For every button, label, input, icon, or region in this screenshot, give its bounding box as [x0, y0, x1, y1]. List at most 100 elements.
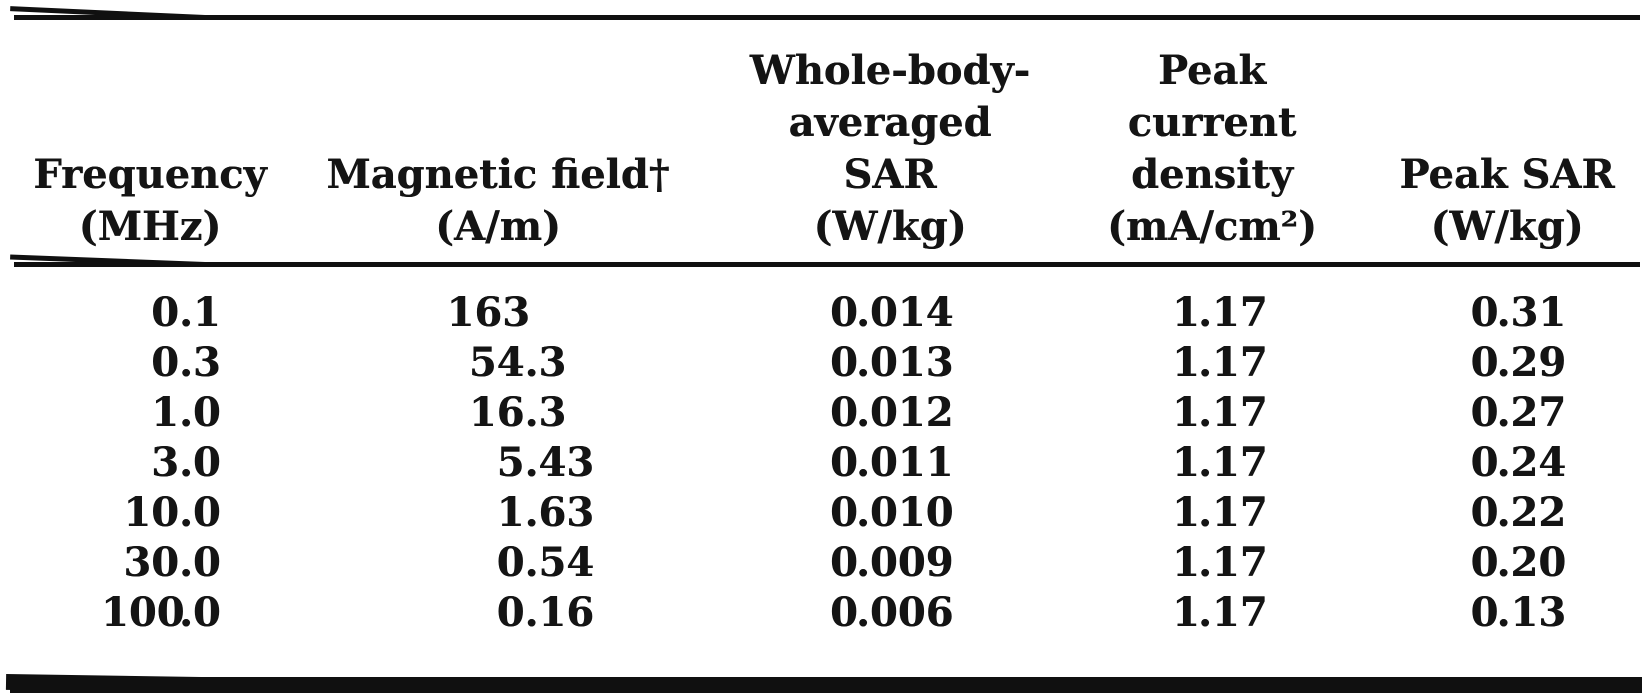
- table-cell-frequency: 0.1: [0, 289, 320, 336]
- numeric-value: 0.16: [496, 588, 595, 636]
- column-header-line: current: [1127, 99, 1297, 146]
- numeric-value: 1.17: [1172, 538, 1268, 586]
- column-header-line: (mA/cm²): [1106, 203, 1318, 250]
- table-cell-frequency: 100.0: [0, 589, 320, 636]
- column-header-line: density: [1131, 151, 1293, 198]
- table-body: 0.1 163 0.014 1.17 0.31 0.3 54.3 0.013 1.17 0.29 1…: [0, 287, 1648, 637]
- column-header-line: (W/kg): [813, 203, 967, 250]
- numeric-value: 163: [446, 288, 531, 336]
- table-cell-magnetic-field: 16.3: [320, 389, 700, 436]
- table-cell-whole-body-averaged-sar: 0.012: [700, 389, 1060, 436]
- table-cell-peak-current-density: 1.17: [1060, 589, 1380, 636]
- column-header-whole-body-averaged-sar: Whole-body-averaged SAR (W/kg): [710, 45, 1070, 258]
- column-header-line: Magnetic field†: [326, 151, 670, 198]
- table-cell-whole-body-averaged-sar: 0.009: [700, 539, 1060, 586]
- table-cell-peak-current-density: 1.17: [1060, 489, 1380, 536]
- numeric-value: 0.29: [1470, 338, 1567, 386]
- numeric-value: 1.17: [1172, 488, 1268, 536]
- numeric-value: 5.43: [496, 438, 595, 486]
- table-header-row: Frequency (MHz) Magnetic field† (A/m) Whole-…: [0, 0, 1648, 258]
- column-header-line: SAR: [843, 151, 937, 198]
- table-header-rule: [14, 262, 1640, 267]
- table-row: 100.0 0.16 0.006 1.17 0.13: [0, 587, 1648, 637]
- numeric-value: 0.012: [830, 388, 954, 436]
- numeric-value: 10.0: [123, 488, 221, 536]
- table-cell-magnetic-field: 54.3: [320, 339, 700, 386]
- column-header-magnetic-field: Magnetic field† (A/m): [308, 149, 688, 258]
- table-cell-magnetic-field: 0.54: [320, 539, 700, 586]
- table-cell-peak-sar: 0.20: [1380, 539, 1648, 586]
- numeric-value: 0.31: [1470, 288, 1567, 336]
- table-row: 1.0 16.3 0.012 1.17 0.27: [0, 387, 1648, 437]
- column-header-line: (A/m): [435, 203, 561, 250]
- table-cell-frequency: 10.0: [0, 489, 320, 536]
- numeric-value: 3.0: [151, 438, 221, 486]
- numeric-value: 0.13: [1470, 588, 1567, 636]
- numeric-value: 1.0: [151, 388, 221, 436]
- numeric-value: 0.013: [830, 338, 954, 386]
- column-header-line: (MHz): [78, 203, 222, 250]
- column-header-frequency: Frequency (MHz): [0, 149, 310, 258]
- table-top-rule: [14, 15, 1640, 20]
- table-row: 0.3 54.3 0.013 1.17 0.29: [0, 337, 1648, 387]
- numeric-value: 0.27: [1470, 388, 1567, 436]
- numeric-value: 0.3: [151, 338, 221, 386]
- column-header-line: Peak: [1157, 47, 1267, 94]
- column-header-line: (W/kg): [1430, 203, 1584, 250]
- table-cell-magnetic-field: 1.63: [320, 489, 700, 536]
- numeric-value: 54.3: [468, 338, 567, 386]
- table-cell-whole-body-averaged-sar: 0.014: [700, 289, 1060, 336]
- column-header-line: Peak SAR: [1399, 151, 1615, 198]
- column-header-line: Frequency: [33, 151, 267, 198]
- table-cell-magnetic-field: 0.16: [320, 589, 700, 636]
- numeric-value: 1.17: [1172, 438, 1268, 486]
- table-row: 3.0 5.43 0.011 1.17 0.24: [0, 437, 1648, 487]
- column-header-peak-sar: Peak SAR (W/kg): [1373, 149, 1641, 258]
- numeric-value: 0.011: [830, 438, 954, 486]
- numeric-value: 0.1: [151, 288, 221, 336]
- column-header-peak-current-density: Peak current density (mA/cm²): [1052, 45, 1372, 258]
- table-cell-peak-sar: 0.29: [1380, 339, 1648, 386]
- table-row: 10.0 1.63 0.010 1.17 0.22: [0, 487, 1648, 537]
- table-cell-peak-sar: 0.24: [1380, 439, 1648, 486]
- table-cell-peak-sar: 0.13: [1380, 589, 1648, 636]
- numeric-value: 16.3: [468, 388, 567, 436]
- table-cell-peak-current-density: 1.17: [1060, 289, 1380, 336]
- table-row: 0.1 163 0.014 1.17 0.31: [0, 287, 1648, 337]
- table-cell-peak-sar: 0.22: [1380, 489, 1648, 536]
- table-cell-magnetic-field: 5.43: [320, 439, 700, 486]
- table-cell-peak-sar: 0.31: [1380, 289, 1648, 336]
- table-bottom-rule: [10, 677, 1642, 693]
- column-header-line: Whole-body-: [749, 47, 1031, 94]
- table-cell-frequency: 0.3: [0, 339, 320, 386]
- table-cell-frequency: 30.0: [0, 539, 320, 586]
- table-cell-whole-body-averaged-sar: 0.010: [700, 489, 1060, 536]
- table-cell-peak-current-density: 1.17: [1060, 389, 1380, 436]
- table-row: 30.0 0.54 0.009 1.17 0.20: [0, 537, 1648, 587]
- table-cell-magnetic-field: 163: [320, 289, 700, 336]
- numeric-value: 0.006: [830, 588, 954, 636]
- numeric-value: 1.17: [1172, 288, 1268, 336]
- numeric-value: 30.0: [123, 538, 221, 586]
- numeric-value: 1.17: [1172, 338, 1268, 386]
- table-cell-frequency: 1.0: [0, 389, 320, 436]
- table-cell-frequency: 3.0: [0, 439, 320, 486]
- table-cell-peak-current-density: 1.17: [1060, 539, 1380, 586]
- numeric-value: 1.63: [496, 488, 595, 536]
- table-cell-whole-body-averaged-sar: 0.006: [700, 589, 1060, 636]
- numeric-value: 0.014: [830, 288, 954, 336]
- numeric-value: 0.24: [1470, 438, 1567, 486]
- table-cell-whole-body-averaged-sar: 0.011: [700, 439, 1060, 486]
- numeric-value: 0.009: [830, 538, 954, 586]
- table-cell-whole-body-averaged-sar: 0.013: [700, 339, 1060, 386]
- numeric-value: 0.54: [496, 538, 595, 586]
- numeric-value: 0.20: [1470, 538, 1567, 586]
- numeric-value: 0.010: [830, 488, 954, 536]
- numeric-value: 0.22: [1470, 488, 1567, 536]
- column-header-line: averaged: [788, 99, 992, 146]
- numeric-value: 1.17: [1172, 388, 1268, 436]
- table-cell-peak-current-density: 1.17: [1060, 339, 1380, 386]
- table-cell-peak-sar: 0.27: [1380, 389, 1648, 436]
- table-cell-peak-current-density: 1.17: [1060, 439, 1380, 486]
